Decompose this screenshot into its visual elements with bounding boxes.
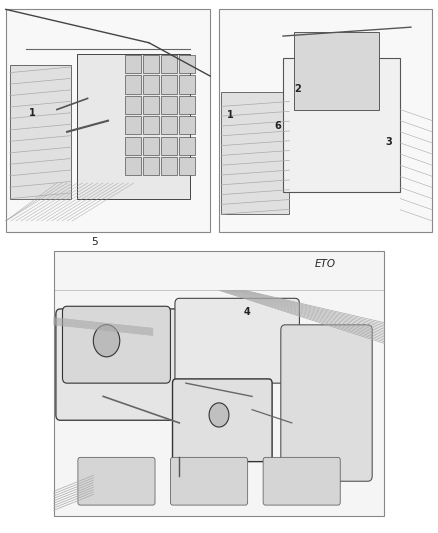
FancyBboxPatch shape (179, 157, 195, 175)
FancyBboxPatch shape (125, 75, 141, 94)
FancyBboxPatch shape (161, 157, 177, 175)
FancyBboxPatch shape (53, 251, 385, 516)
FancyBboxPatch shape (143, 157, 159, 175)
Text: ETO: ETO (315, 259, 336, 269)
FancyBboxPatch shape (63, 306, 170, 383)
FancyBboxPatch shape (179, 55, 195, 73)
Text: 1: 1 (226, 110, 233, 120)
FancyBboxPatch shape (221, 92, 290, 214)
FancyBboxPatch shape (78, 54, 190, 199)
Text: 1: 1 (28, 108, 35, 118)
FancyBboxPatch shape (143, 116, 159, 134)
FancyBboxPatch shape (125, 157, 141, 175)
Text: 2: 2 (294, 84, 301, 94)
FancyBboxPatch shape (125, 116, 141, 134)
FancyBboxPatch shape (125, 136, 141, 155)
FancyBboxPatch shape (281, 325, 372, 481)
FancyBboxPatch shape (10, 65, 71, 199)
FancyBboxPatch shape (143, 96, 159, 114)
FancyBboxPatch shape (263, 457, 340, 505)
FancyBboxPatch shape (161, 75, 177, 94)
FancyBboxPatch shape (179, 116, 195, 134)
FancyBboxPatch shape (143, 55, 159, 73)
FancyBboxPatch shape (179, 75, 195, 94)
FancyBboxPatch shape (161, 55, 177, 73)
FancyBboxPatch shape (125, 96, 141, 114)
Text: 3: 3 (385, 137, 392, 147)
FancyBboxPatch shape (219, 10, 432, 232)
FancyBboxPatch shape (161, 116, 177, 134)
FancyBboxPatch shape (161, 136, 177, 155)
FancyBboxPatch shape (173, 379, 272, 462)
FancyBboxPatch shape (125, 55, 141, 73)
FancyBboxPatch shape (161, 96, 177, 114)
FancyBboxPatch shape (78, 457, 155, 505)
FancyBboxPatch shape (143, 136, 159, 155)
Text: 6: 6 (274, 121, 281, 131)
FancyBboxPatch shape (6, 10, 210, 232)
FancyBboxPatch shape (293, 31, 379, 110)
FancyBboxPatch shape (143, 75, 159, 94)
FancyBboxPatch shape (179, 136, 195, 155)
Circle shape (93, 325, 120, 357)
FancyBboxPatch shape (175, 298, 300, 383)
FancyBboxPatch shape (56, 309, 204, 420)
Circle shape (209, 403, 229, 427)
FancyBboxPatch shape (283, 58, 400, 192)
Text: 4: 4 (244, 306, 251, 317)
FancyBboxPatch shape (170, 457, 247, 505)
FancyBboxPatch shape (179, 96, 195, 114)
Text: 5: 5 (92, 237, 98, 247)
